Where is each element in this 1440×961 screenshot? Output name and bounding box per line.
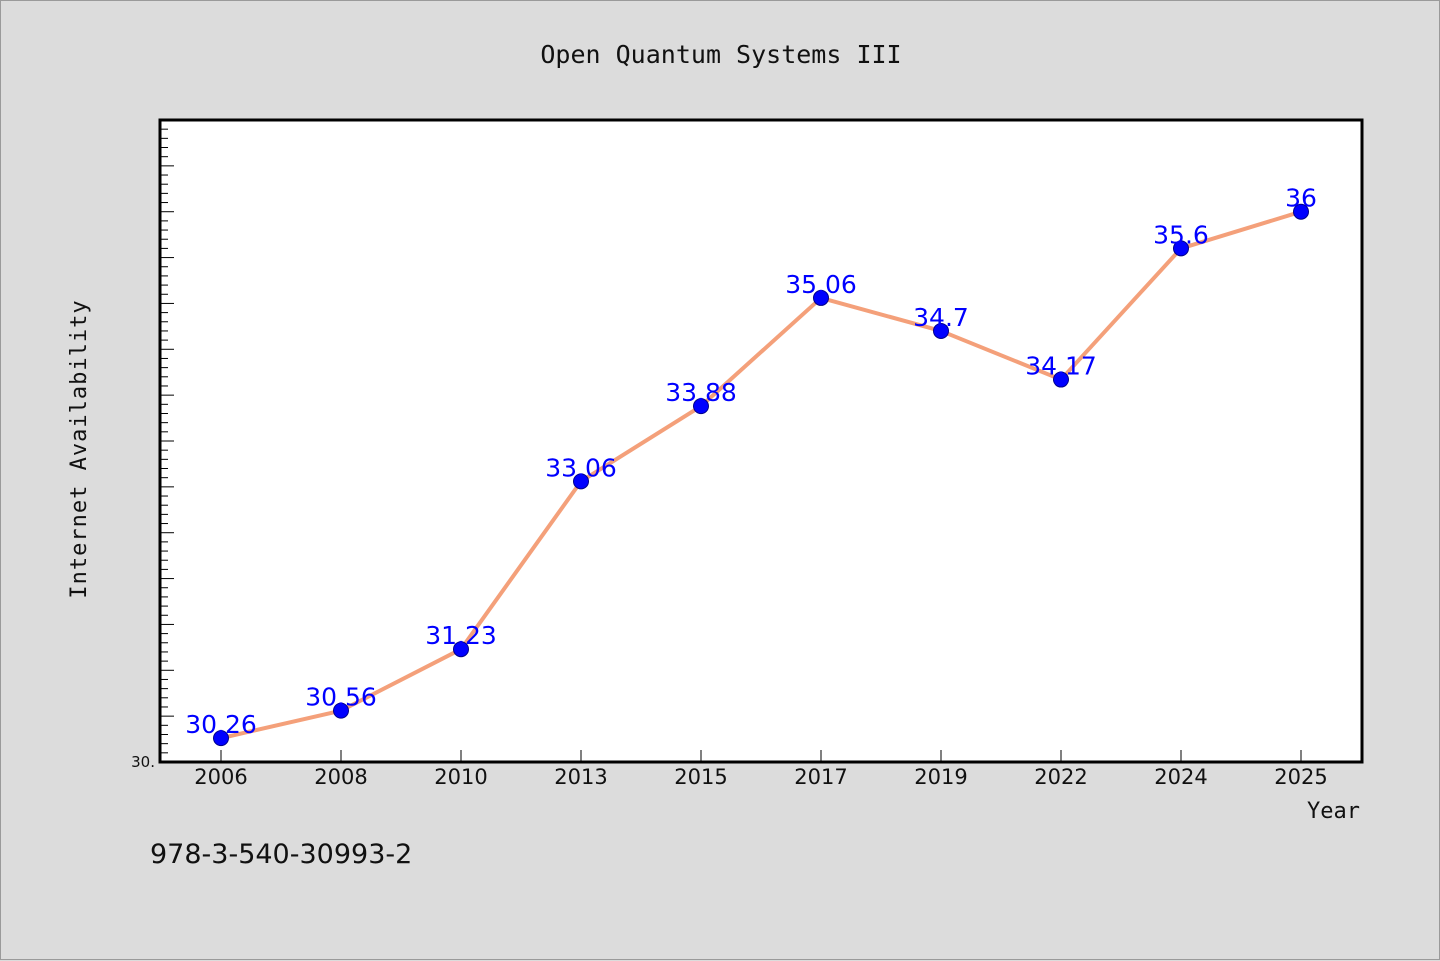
data-point-marker <box>1293 203 1309 220</box>
x-tick-label: 2017 <box>794 765 847 789</box>
x-tick-label: 2008 <box>314 765 367 789</box>
x-tick-label: 2024 <box>1154 765 1207 789</box>
data-label: 35.06 <box>785 270 857 299</box>
data-point-marker <box>813 289 829 306</box>
data-point-marker <box>693 398 709 415</box>
series-line <box>219 209 1303 741</box>
data-label: 36 <box>1285 184 1317 213</box>
data-point-marker <box>453 641 469 658</box>
data-label: 33.88 <box>665 378 737 407</box>
x-tick-label: 2019 <box>914 765 967 789</box>
x-axis-title: Year <box>1307 799 1360 824</box>
data-labels-group: 30.26 30.56 31.23 33.06 33.88 35.06 34.7 34.17 3… <box>185 184 1317 739</box>
plot-area <box>158 118 1364 764</box>
x-tick-label: 2013 <box>554 765 607 789</box>
data-point-marker <box>933 322 949 339</box>
data-label: 34.7 <box>913 303 969 332</box>
data-label: 34.17 <box>1025 352 1097 381</box>
x-axis-ticks: 2006 2008 2010 2013 2015 2017 2019 2022 2024 2025 <box>194 750 1328 789</box>
data-point-marker <box>333 702 349 719</box>
data-point-marker <box>1053 371 1069 388</box>
data-point-marker <box>1173 240 1189 257</box>
data-label: 30.26 <box>185 710 257 739</box>
series-line-group <box>213 203 1309 747</box>
x-tick-label: 2006 <box>194 765 247 789</box>
isbn-text: 978-3-540-30993-2 <box>150 839 412 870</box>
x-tick-label: 2025 <box>1274 765 1327 789</box>
y-axis-ticks <box>160 128 174 754</box>
x-tick-label: 2015 <box>674 765 727 789</box>
x-tick-label: 2022 <box>1034 765 1087 789</box>
data-label: 35.6 <box>1153 220 1209 249</box>
chart-title: Open Quantum Systems III <box>540 40 901 69</box>
data-point-marker <box>573 473 589 490</box>
data-label: 33.06 <box>545 453 617 482</box>
y-tick-label: 30. <box>131 753 155 771</box>
x-tick-label: 2010 <box>434 765 487 789</box>
data-point-marker <box>213 730 229 747</box>
y-axis-title: Internet Availability <box>67 299 92 598</box>
data-label: 30.56 <box>305 683 377 712</box>
data-label: 31.23 <box>425 621 497 650</box>
